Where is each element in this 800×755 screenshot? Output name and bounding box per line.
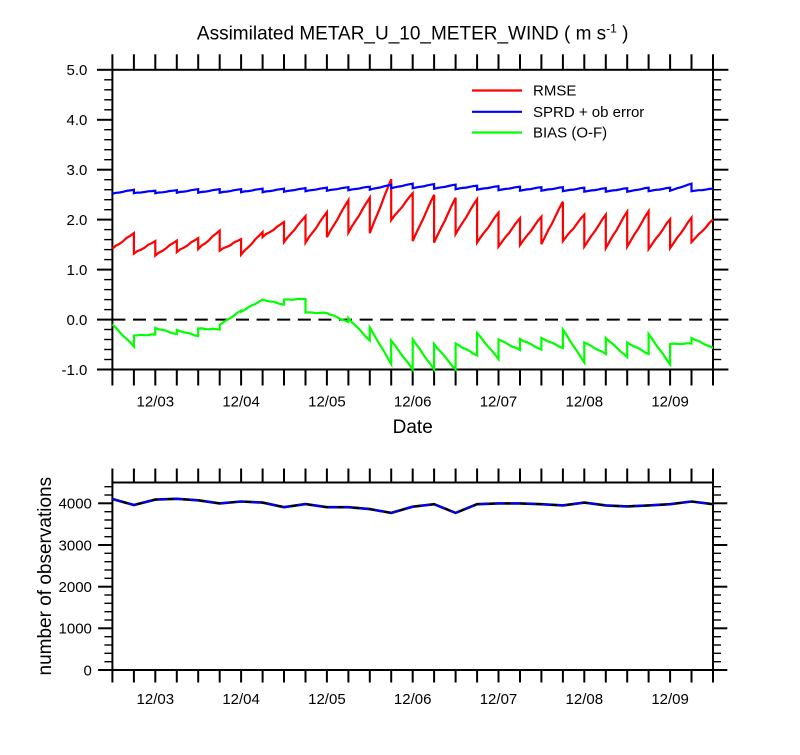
svg-text:BIAS (O-F): BIAS (O-F): [533, 125, 607, 142]
svg-text:5.0: 5.0: [67, 62, 88, 79]
svg-text:12/09: 12/09: [651, 691, 689, 708]
svg-text:12/09: 12/09: [651, 394, 689, 411]
svg-text:number of observations: number of observations: [35, 477, 56, 676]
svg-text:SPRD + ob error: SPRD + ob error: [533, 104, 644, 121]
svg-text:12/08: 12/08: [566, 691, 604, 708]
svg-text:-1.0: -1.0: [62, 362, 88, 379]
svg-text:3.0: 3.0: [67, 162, 88, 179]
svg-text:2.0: 2.0: [67, 212, 88, 229]
svg-text:12/05: 12/05: [308, 691, 346, 708]
svg-text:1.0: 1.0: [67, 262, 88, 279]
svg-text:12/08: 12/08: [566, 394, 604, 411]
svg-text:RMSE: RMSE: [533, 83, 576, 100]
svg-text:Date: Date: [393, 417, 433, 438]
svg-text:4000: 4000: [59, 496, 92, 513]
svg-text:12/03: 12/03: [137, 691, 175, 708]
svg-text:Assimilated METAR_U_10_METER_W: Assimilated METAR_U_10_METER_WIND ( m s-…: [197, 22, 629, 45]
svg-text:1000: 1000: [59, 621, 92, 638]
svg-text:12/04: 12/04: [222, 691, 260, 708]
svg-text:3000: 3000: [59, 537, 92, 554]
svg-text:12/05: 12/05: [308, 394, 346, 411]
svg-text:12/06: 12/06: [394, 394, 432, 411]
svg-text:12/07: 12/07: [480, 394, 518, 411]
svg-text:0.0: 0.0: [67, 312, 88, 329]
svg-text:12/07: 12/07: [480, 691, 518, 708]
svg-text:0: 0: [84, 662, 92, 679]
svg-text:2000: 2000: [59, 579, 92, 596]
svg-text:12/04: 12/04: [222, 394, 260, 411]
svg-text:12/06: 12/06: [394, 691, 432, 708]
svg-text:12/03: 12/03: [137, 394, 175, 411]
svg-text:4.0: 4.0: [67, 112, 88, 129]
